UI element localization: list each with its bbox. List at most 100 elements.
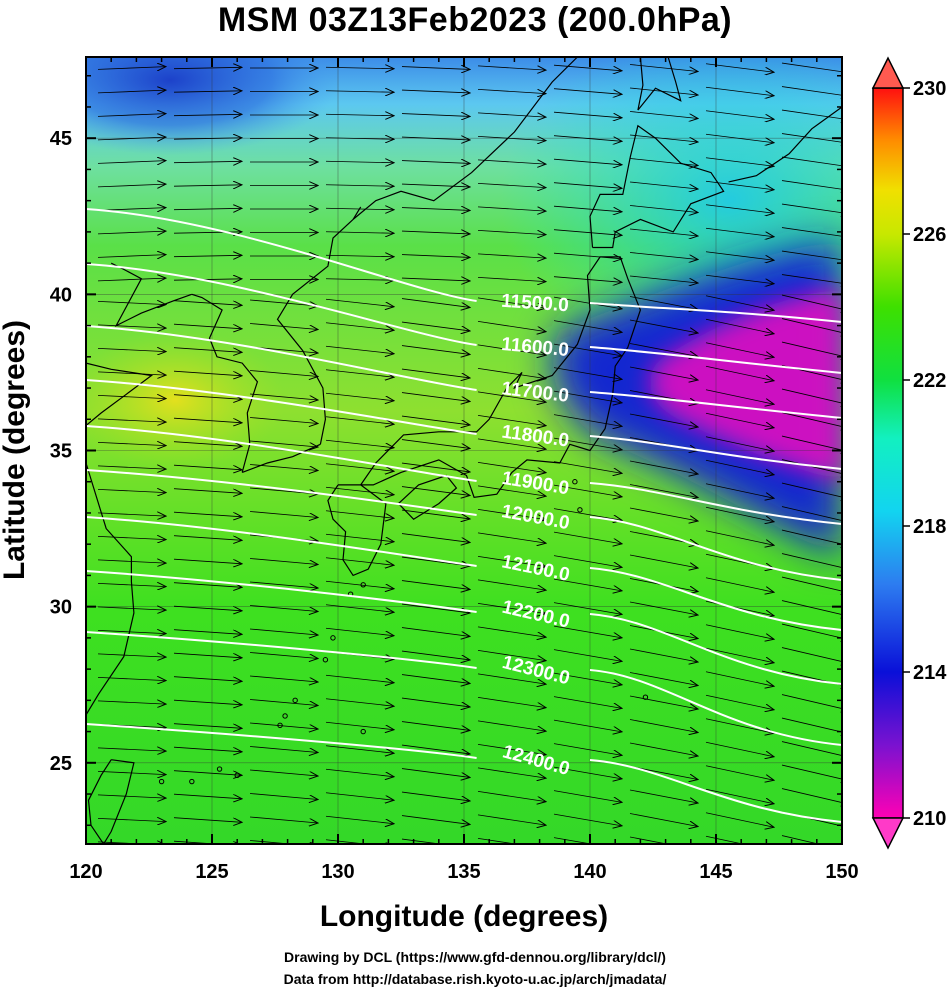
y-tick-label: 40 <box>50 284 72 306</box>
axis-ticks: 120 125 130 135 140 145 150 25 30 35 40 45 <box>50 57 859 883</box>
height-contour <box>589 346 842 374</box>
wind-arrow <box>249 511 318 517</box>
wind-arrow <box>97 372 166 375</box>
wind-arrow <box>401 627 470 637</box>
wind-arrow <box>325 185 394 186</box>
wind-arrow <box>553 367 622 380</box>
wind-arrow <box>173 511 242 517</box>
wind-arrow <box>477 206 546 211</box>
wind-arrow <box>325 322 394 330</box>
wind-arrow <box>401 580 470 590</box>
wind-arrow <box>705 295 774 310</box>
wind-arrow <box>477 461 546 472</box>
wind-arrow <box>401 439 470 449</box>
wind-arrow <box>477 626 546 637</box>
wind-arrow <box>401 674 470 684</box>
colorbar-tick-label: 226 <box>913 224 946 246</box>
wind-arrow <box>553 625 622 638</box>
wind-arrow <box>705 788 774 803</box>
wind-arrow <box>173 323 242 329</box>
wind-arrow <box>401 90 470 93</box>
wind-arrow <box>781 250 842 261</box>
wind-arrow <box>477 253 546 258</box>
wind-arrow <box>629 366 698 380</box>
wind-arrow <box>477 696 546 707</box>
temperature-field <box>86 57 842 844</box>
wind-arrow <box>553 484 622 497</box>
wind-arrow <box>781 86 842 97</box>
credits-line-1: Drawing by DCL (https://www.gfd-dennou.o… <box>284 949 666 965</box>
wind-arrow <box>249 722 318 729</box>
wind-vectors <box>86 57 842 844</box>
wind-arrow <box>401 114 470 117</box>
wind-arrow <box>97 795 166 798</box>
x-tick-label: 125 <box>195 861 228 883</box>
wind-arrow <box>629 228 698 236</box>
wind-arrow <box>401 533 470 543</box>
wind-arrow <box>629 695 698 709</box>
y-axis-label: Latitude (degrees) <box>0 320 31 580</box>
wind-arrow <box>97 654 166 657</box>
height-contour <box>589 435 842 470</box>
wind-arrow <box>781 482 842 499</box>
wind-arrow <box>629 554 698 568</box>
wind-arrow <box>325 604 394 612</box>
wind-arrow <box>705 63 774 72</box>
height-contour <box>86 263 477 346</box>
wind-arrow <box>553 649 622 662</box>
island-outline <box>189 778 195 785</box>
wind-arrow <box>325 768 394 776</box>
wind-arrow <box>705 741 774 756</box>
wind-arrow <box>781 764 842 781</box>
wind-arrow <box>249 793 318 799</box>
wind-arrow <box>401 278 470 281</box>
wind-arrow <box>629 111 698 118</box>
height-contour <box>86 379 477 435</box>
wind-arrow <box>477 673 546 684</box>
wind-arrow <box>325 721 394 729</box>
wind-arrow <box>97 231 166 234</box>
wind-arrow <box>781 62 842 73</box>
wind-arrow <box>401 415 470 425</box>
wind-arrow <box>401 721 470 731</box>
wind-arrow <box>173 114 242 115</box>
x-tick-label: 145 <box>699 861 732 883</box>
wind-arrow <box>705 506 774 521</box>
wind-arrow <box>401 368 470 378</box>
wind-arrow <box>477 579 546 590</box>
height-contour <box>86 325 477 391</box>
wind-arrow <box>249 370 318 376</box>
page-title: MSM 03Z13Feb2023 (200.0hPa) <box>217 1 733 39</box>
island-outline <box>216 766 223 772</box>
wind-arrow <box>97 818 166 821</box>
wind-arrow <box>249 581 318 588</box>
wind-arrow <box>173 91 242 92</box>
height-contour <box>589 302 842 323</box>
wind-arrow <box>325 510 394 518</box>
wind-arrow <box>553 696 622 709</box>
wind-arrow <box>173 793 242 799</box>
island-outline <box>234 772 240 778</box>
colorbar-tick-label: 218 <box>913 516 946 538</box>
wind-arrow <box>705 342 774 357</box>
wind-arrow <box>781 576 842 593</box>
wind-arrow <box>553 766 622 779</box>
wind-arrow <box>629 507 698 521</box>
wind-arrow <box>325 114 394 115</box>
wind-arrow <box>401 67 470 70</box>
wind-arrow <box>97 184 166 187</box>
wind-arrow <box>477 814 546 825</box>
wind-arrow <box>477 414 546 425</box>
wind-arrow <box>173 535 242 541</box>
island-outline <box>322 657 329 663</box>
wind-arrow <box>249 699 318 705</box>
wind-arrow <box>401 509 470 519</box>
wind-arrow <box>705 436 774 451</box>
wind-arrow <box>629 789 698 803</box>
wind-arrow <box>249 417 318 423</box>
wind-arrow <box>477 790 546 801</box>
wind-arrow <box>629 672 698 685</box>
wind-arrow <box>97 442 166 445</box>
wind-arrow <box>781 529 842 546</box>
wind-arrow <box>401 556 470 566</box>
